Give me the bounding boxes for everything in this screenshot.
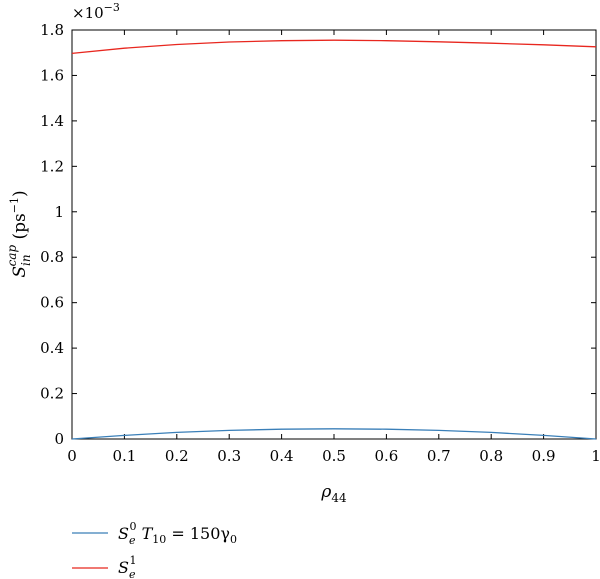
series-lines — [71, 39, 597, 440]
x-tick-label: 0 — [67, 447, 77, 465]
y-axis-label: Sincap (ps−1) — [5, 190, 33, 277]
legend-label-series-0: Se0 T10 = 150γ0 — [118, 520, 237, 547]
y-tick-label: 0 — [54, 430, 64, 448]
x-tick-label: 0.6 — [374, 447, 398, 465]
series-line-1 — [71, 39, 597, 55]
x-tick-label: 0.7 — [427, 447, 451, 465]
y-multiplier: ×10−3 — [72, 1, 120, 22]
y-axis-ticks: 0 0.2 0.4 0.6 0.8 1 1.2 1.4 1.6 1.8 — [40, 21, 596, 448]
y-tick-label: 1.4 — [40, 112, 64, 130]
x-tick-label: 0.4 — [270, 447, 294, 465]
series-line-0 — [71, 428, 597, 440]
x-tick-label: 0.1 — [112, 447, 136, 465]
x-tick-label: 0.2 — [165, 447, 189, 465]
x-tick-label: 1 — [591, 447, 600, 465]
plot-frame — [71, 29, 597, 440]
x-tick-label: 0.9 — [532, 447, 556, 465]
y-tick-label: 0.6 — [40, 294, 64, 312]
y-tick-label: 0.8 — [40, 248, 64, 266]
y-tick-label: 0.2 — [40, 385, 64, 403]
x-tick-label: 0.5 — [322, 447, 346, 465]
x-tick-label: 0.8 — [479, 447, 503, 465]
y-tick-label: 1.6 — [40, 66, 64, 84]
x-axis-label: ρ44 — [320, 482, 347, 505]
legend-label-series-1: Se1 — [118, 554, 136, 579]
x-axis-ticks: 0 0.1 0.2 0.3 0.4 0.5 0.6 0.7 0.8 0.9 1 — [67, 30, 600, 465]
x-tick-label: 0.3 — [217, 447, 241, 465]
legend: Se0 T10 = 150γ0 Se1 — [72, 520, 237, 579]
y-tick-label: 0.4 — [40, 339, 64, 357]
y-tick-label: 1.8 — [40, 21, 64, 39]
y-tick-label: 1 — [54, 203, 64, 221]
y-tick-label: 1.2 — [40, 157, 64, 175]
